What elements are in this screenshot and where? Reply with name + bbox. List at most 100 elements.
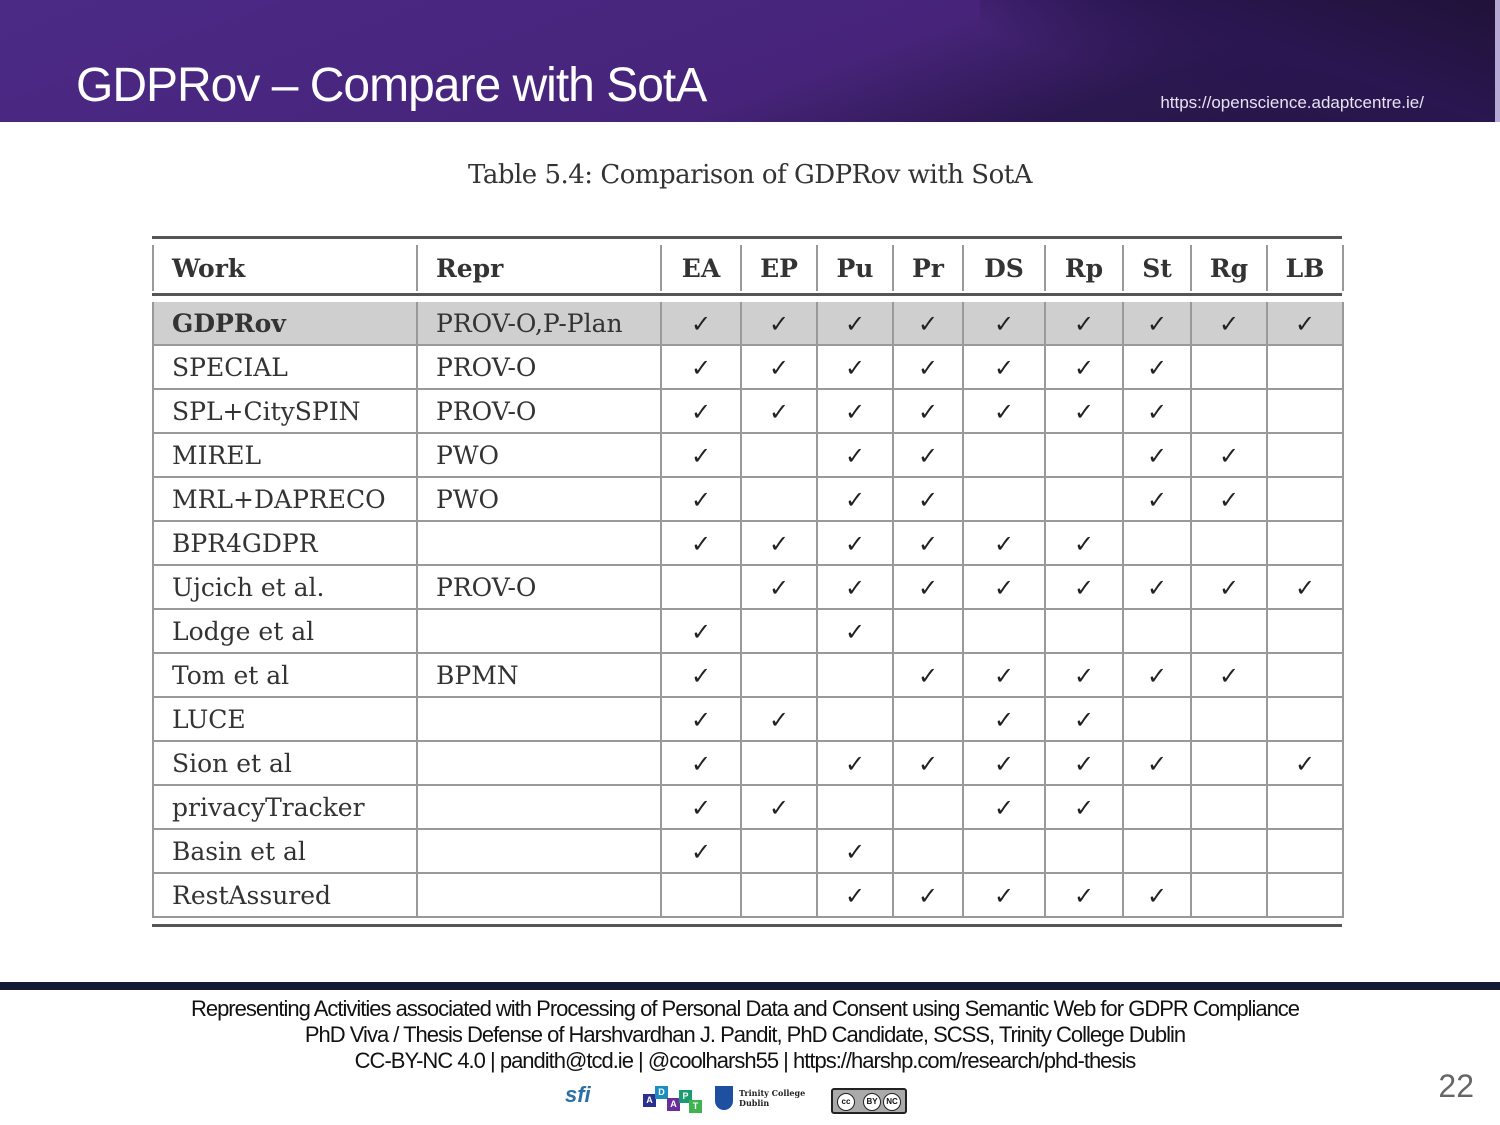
table-row: Basin et al ✓ ✓ xyxy=(152,829,1344,874)
check-icon: ✓ xyxy=(993,793,1015,822)
cell-feature xyxy=(1190,609,1268,654)
cell-feature xyxy=(1044,609,1124,654)
cell-repr: PROV-O xyxy=(416,565,662,610)
cell-feature: ✓ xyxy=(1122,873,1192,918)
table-row: privacyTracker ✓ ✓ ✓ ✓ xyxy=(152,785,1344,830)
cell-feature: ✓ xyxy=(816,433,894,478)
cell-feature: ✓ xyxy=(816,521,894,566)
comparison-table-body: GDPRov PROV-O,P-Plan ✓ ✓ ✓ ✓ ✓ ✓ ✓ ✓ ✓ SPECIAL PROV-… xyxy=(152,302,1344,918)
column-header: LB xyxy=(1266,245,1344,291)
cell-feature: ✓ xyxy=(1044,565,1124,610)
cell-feature: ✓ xyxy=(816,741,894,786)
cell-feature: ✓ xyxy=(660,521,742,566)
cell-work: Basin et al xyxy=(152,829,418,874)
check-icon: ✓ xyxy=(1073,573,1095,602)
cell-feature: ✓ xyxy=(1266,302,1344,346)
check-icon: ✓ xyxy=(768,793,790,822)
cell-feature xyxy=(740,829,818,874)
cell-feature xyxy=(962,433,1046,478)
cell-repr xyxy=(416,829,662,874)
cell-repr: BPMN xyxy=(416,653,662,698)
check-icon: ✓ xyxy=(844,397,866,426)
footer-logos: sfi A D A P T Trinity College Dublin cc … xyxy=(545,1080,915,1120)
check-icon: ✓ xyxy=(1146,749,1168,778)
cell-feature xyxy=(1266,345,1344,390)
check-icon: ✓ xyxy=(844,309,866,338)
column-header: Work xyxy=(152,245,418,291)
cell-work: RestAssured xyxy=(152,873,418,918)
check-icon: ✓ xyxy=(993,881,1015,910)
sfi-logo-mark: sfi xyxy=(565,1082,591,1107)
cell-work: BPR4GDPR xyxy=(152,521,418,566)
footer-line-license[interactable]: CC-BY-NC 4.0 | pandith@tcd.ie | @coolhar… xyxy=(354,1048,1137,1073)
cell-feature xyxy=(816,785,894,830)
cell-feature xyxy=(740,609,818,654)
adapt-tile: T xyxy=(689,1100,702,1113)
cell-feature: ✓ xyxy=(1122,565,1192,610)
cell-feature xyxy=(1190,521,1268,566)
cell-feature: ✓ xyxy=(892,741,964,786)
check-icon: ✓ xyxy=(917,573,939,602)
check-icon: ✓ xyxy=(993,661,1015,690)
check-icon: ✓ xyxy=(844,529,866,558)
cell-work: Lodge et al xyxy=(152,609,418,654)
check-icon: ✓ xyxy=(768,705,790,734)
cell-feature xyxy=(1190,829,1268,874)
check-icon: ✓ xyxy=(768,529,790,558)
check-icon: ✓ xyxy=(917,485,939,514)
cell-feature: ✓ xyxy=(1122,302,1192,346)
cell-feature: ✓ xyxy=(816,565,894,610)
check-icon: ✓ xyxy=(993,397,1015,426)
adapt-tile: P xyxy=(679,1090,692,1103)
check-icon: ✓ xyxy=(844,749,866,778)
comparison-table: Work Repr EA EP Pu Pr DS Rp St Rg LB xyxy=(152,245,1344,291)
cell-work: SPL+CitySPIN xyxy=(152,389,418,434)
cell-feature xyxy=(892,609,964,654)
cell-feature xyxy=(660,565,742,610)
cell-feature xyxy=(816,697,894,742)
check-icon: ✓ xyxy=(993,749,1015,778)
header-edge xyxy=(1495,0,1500,122)
cell-feature: ✓ xyxy=(1044,741,1124,786)
cell-feature: ✓ xyxy=(892,521,964,566)
check-icon: ✓ xyxy=(993,573,1015,602)
check-icon: ✓ xyxy=(917,661,939,690)
check-icon: ✓ xyxy=(1146,441,1168,470)
cell-feature xyxy=(1266,609,1344,654)
cc-license-badge: cc BY NC xyxy=(831,1088,907,1114)
cell-feature xyxy=(892,829,964,874)
cell-feature xyxy=(1044,477,1124,522)
cc-by-icon: BY xyxy=(863,1093,881,1111)
cell-feature: ✓ xyxy=(816,389,894,434)
check-icon: ✓ xyxy=(690,353,712,382)
cell-feature xyxy=(740,741,818,786)
check-icon: ✓ xyxy=(1294,573,1316,602)
check-icon: ✓ xyxy=(690,793,712,822)
check-icon: ✓ xyxy=(1073,353,1095,382)
cell-feature: ✓ xyxy=(1190,653,1268,698)
check-icon: ✓ xyxy=(1073,529,1095,558)
cell-feature xyxy=(1266,521,1344,566)
cell-feature: ✓ xyxy=(962,741,1046,786)
check-icon: ✓ xyxy=(1218,309,1240,338)
table-header-rule xyxy=(152,293,1342,296)
cell-repr xyxy=(416,741,662,786)
header-url[interactable]: https://openscience.adaptcentre.ie/ xyxy=(1160,93,1424,112)
cell-feature: ✓ xyxy=(1044,302,1124,346)
cell-feature xyxy=(1122,785,1192,830)
cell-work: privacyTracker xyxy=(152,785,418,830)
cell-feature: ✓ xyxy=(660,345,742,390)
cell-feature xyxy=(1122,697,1192,742)
check-icon: ✓ xyxy=(844,485,866,514)
check-icon: ✓ xyxy=(1218,485,1240,514)
check-icon: ✓ xyxy=(1294,749,1316,778)
check-icon: ✓ xyxy=(993,309,1015,338)
check-icon: ✓ xyxy=(917,749,939,778)
cell-feature: ✓ xyxy=(892,653,964,698)
check-icon: ✓ xyxy=(993,705,1015,734)
tcd-shield-icon xyxy=(715,1086,733,1110)
cell-feature: ✓ xyxy=(1190,302,1268,346)
cell-feature: ✓ xyxy=(962,345,1046,390)
cell-feature: ✓ xyxy=(660,433,742,478)
cell-repr xyxy=(416,785,662,830)
